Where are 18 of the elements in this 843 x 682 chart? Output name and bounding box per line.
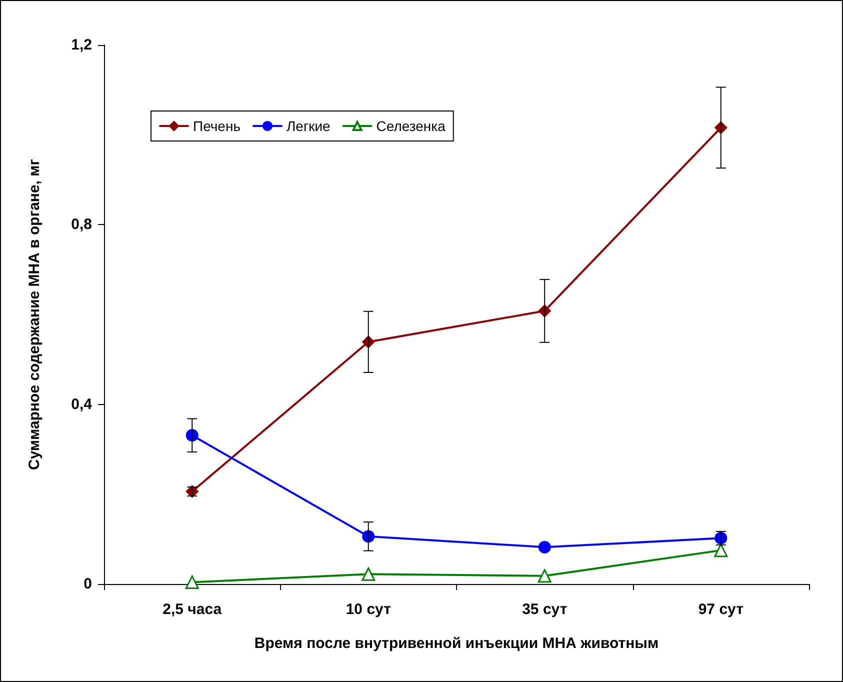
legend-label: Печень <box>193 118 240 134</box>
point <box>538 540 551 554</box>
point <box>185 575 199 589</box>
legend-label: Селезенка <box>376 118 446 134</box>
x-tick-label: 10 сут <box>346 601 391 618</box>
x-tick-label: 35 сут <box>522 601 568 618</box>
y-tick-label: 0 <box>84 576 92 592</box>
x-tick-label: 2,5 часа <box>162 601 222 618</box>
y-tick-label: 0,8 <box>71 216 92 234</box>
x-axis-title: Время после внутривенной инъекции МНА животным <box>254 635 659 652</box>
y-tick-label: 1,2 <box>71 36 92 54</box>
point <box>362 567 376 581</box>
point <box>538 569 552 583</box>
y-tick-label: 0,4 <box>71 396 93 413</box>
x-tick-label: 97 сут <box>698 601 744 618</box>
y-axis-title: Суммарное содержание МНА в органе, мг <box>26 158 43 470</box>
legend-label: Легкие <box>286 118 331 134</box>
point <box>714 544 728 558</box>
